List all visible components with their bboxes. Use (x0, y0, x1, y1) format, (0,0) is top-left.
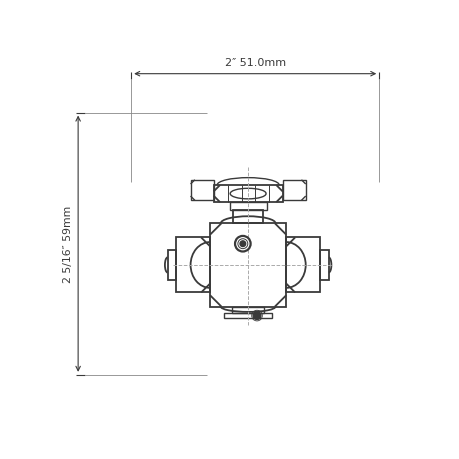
Bar (213, 186, 282, 202)
Text: 2″ 51.0mm: 2″ 51.0mm (224, 58, 285, 68)
Bar (229, 202, 266, 210)
Bar (232, 307, 263, 313)
Bar (233, 210, 263, 224)
Circle shape (252, 312, 260, 320)
Bar (224, 313, 271, 319)
Circle shape (235, 236, 250, 252)
Circle shape (240, 241, 245, 247)
Text: 2 5/16″ 59mm: 2 5/16″ 59mm (63, 206, 73, 283)
Bar (319, 250, 328, 280)
Bar (167, 250, 176, 280)
Bar (210, 224, 285, 307)
Bar (285, 238, 319, 293)
Bar (282, 180, 305, 201)
Bar (190, 180, 213, 201)
Bar (176, 238, 210, 293)
